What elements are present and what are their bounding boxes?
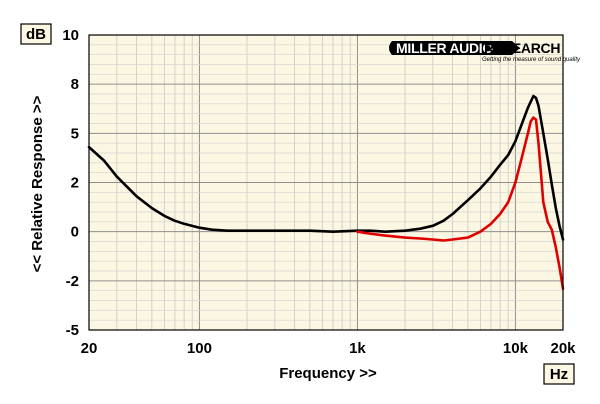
logo-black-banner <box>389 41 520 55</box>
plot-border <box>88 34 564 331</box>
y-tick-label: -5 <box>66 322 79 339</box>
x-unit-label: Hz <box>550 366 568 383</box>
x-tick-label: 100 <box>187 340 212 357</box>
x-tick-label: 20 <box>81 340 98 357</box>
y-tick-label: 2 <box>71 175 79 192</box>
x-tick-label: 20k <box>550 340 576 357</box>
logo-tagline: Getting the measure of sound quality <box>482 57 581 63</box>
y-axis-label: << Relative Response >> <box>29 95 46 272</box>
x-tick-label: 10k <box>503 340 529 357</box>
y-tick-label: -2 <box>66 273 79 290</box>
y-tick-label: 5 <box>71 125 79 142</box>
y-tick-label: 10 <box>62 27 79 44</box>
series-line-red <box>356 116 565 291</box>
grid <box>89 35 563 330</box>
logo-right-text: RESEARCH <box>484 40 560 56</box>
y-unit-box: dB <box>20 23 52 45</box>
miller-audio-research-logo: MILLER AUDIO RESEARCH Getting the measur… <box>389 40 581 63</box>
x-tick-labels: 20 100 1k 10k 20k <box>81 340 577 357</box>
y-unit-label: dB <box>26 26 46 43</box>
x-unit-box: Hz <box>543 363 575 385</box>
y-tick-label: 8 <box>71 76 79 93</box>
y-tick-label: 0 <box>71 224 79 241</box>
x-axis-label: Frequency >> <box>279 365 377 382</box>
logo-left-text: MILLER AUDIO <box>396 40 493 56</box>
y-tick-labels: 10 8 5 2 0 -2 -5 <box>62 27 79 339</box>
x-tick-label: 1k <box>349 340 366 357</box>
series-layer <box>87 94 565 291</box>
series-line-black <box>87 94 565 241</box>
